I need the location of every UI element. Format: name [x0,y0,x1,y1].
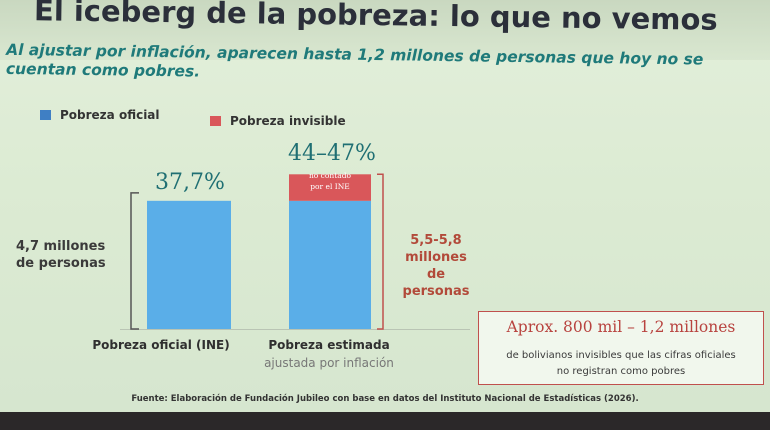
bar-oficial-oficial [147,200,231,329]
legend-swatch-oficial [40,110,51,120]
legend-swatch-invisible [210,116,221,126]
value-label-estimada: 44–47% [288,141,376,166]
right-bracket [377,173,384,330]
left-annotation: 4,7 millones de personas [16,239,106,271]
legend-label-oficial: Pobreza oficial [60,108,160,122]
title-bar [0,0,770,60]
source-note: Fuente: Elaboración de Fundación Jubileo… [131,394,639,404]
callout-body: de bolivianos invisibles que las cifras … [506,350,736,377]
category-label-oficial: Pobreza oficial (INE) [92,338,230,352]
legend-label-invisible: Pobreza invisible [230,114,346,128]
bar-estimada-invisible [289,174,371,201]
left-bracket [130,192,139,330]
callout-title: Aprox. 800 mil – 1,2 millones [506,318,736,336]
screen-bottom-edge [0,412,770,430]
category-label-estimada: Pobreza estimada [268,338,390,352]
value-label-oficial: 37,7% [155,170,225,195]
bar-estimada-oficial [289,200,371,329]
bar-inside-note: no contado por el INE [308,171,352,191]
bar-chart [120,173,470,330]
category-note-estimada: ajustada por inflación [264,356,394,370]
slide: El iceberg de la pobreza: lo que no vemo… [0,0,770,412]
callout-box: Aprox. 800 mil – 1,2 millones de bolivia… [478,311,764,385]
right-annotation: 5,5-5,8 millones de personas [402,233,470,299]
